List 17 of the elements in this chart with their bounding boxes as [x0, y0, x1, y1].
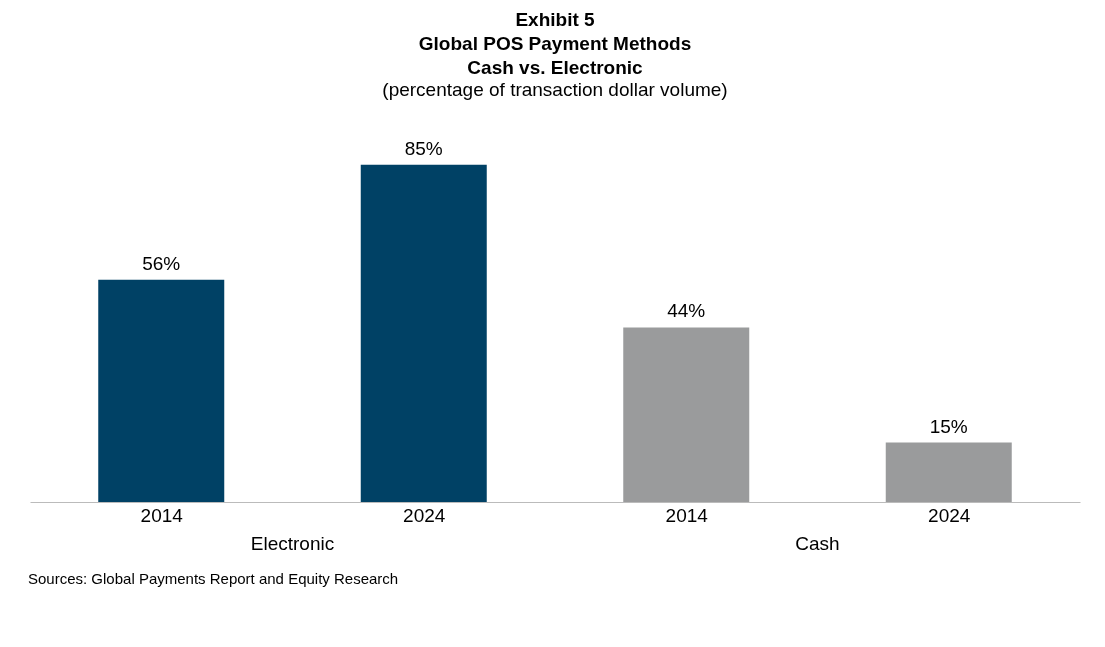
data-label: 44%	[667, 300, 706, 322]
source-note: Sources: Global Payments Report and Equity Research	[28, 570, 400, 587]
bar	[98, 279, 225, 502]
x-tick-label: 2014	[140, 504, 184, 526]
x-tick-label: 2024	[403, 504, 446, 526]
chart-subtitle: (percentage of transaction dollar volume)	[382, 78, 728, 100]
data-label: 56%	[142, 252, 181, 274]
x-tick-label: 2014	[665, 504, 709, 526]
chart-title: Exhibit 5 Global POS Payment Methods Cash vs. Electronic	[418, 8, 692, 78]
bar	[360, 164, 487, 502]
text: Cash	[795, 533, 840, 554]
data-label: 15%	[929, 415, 968, 437]
data-label: 85%	[404, 137, 443, 159]
text: Electronic	[250, 533, 335, 554]
bar	[623, 327, 750, 502]
bar	[885, 442, 1012, 502]
x-tick-label: 2024	[928, 504, 971, 526]
